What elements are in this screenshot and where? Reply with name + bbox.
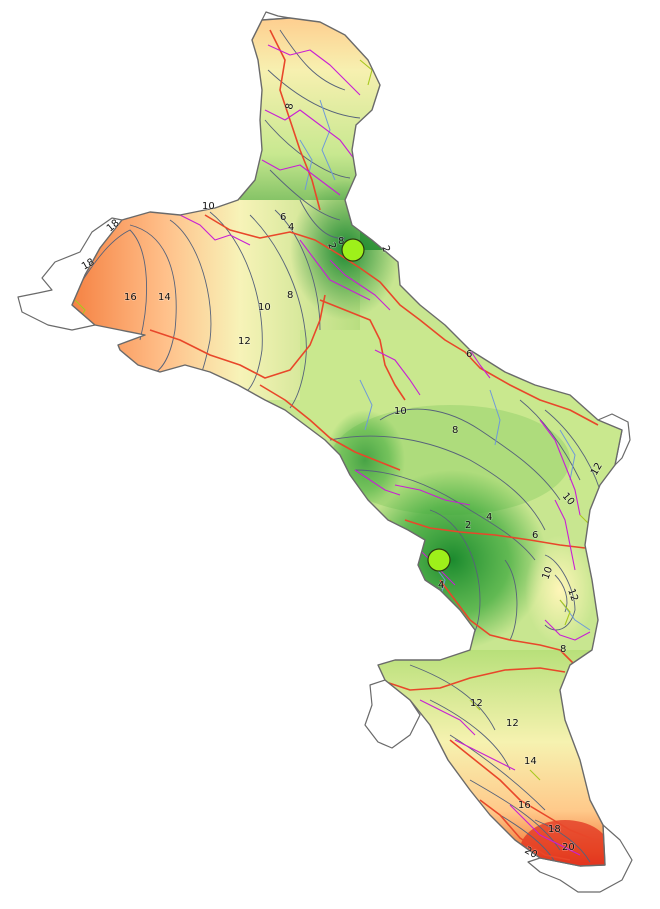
contour-lines [72, 29, 601, 863]
contour-label: 2 [325, 241, 338, 251]
contour-label: 2 [379, 244, 392, 254]
contour-label: 8 [452, 425, 458, 436]
contour-label: 14 [158, 292, 171, 303]
island-coastline [71, 17, 623, 867]
contour-label: 14 [524, 756, 537, 767]
contour-label: 4 [486, 512, 492, 523]
contour-label: 12 [565, 587, 580, 603]
contour-label: 4 [438, 580, 444, 591]
major-roads [149, 29, 599, 861]
contour-label: 16 [518, 800, 531, 811]
marker-south[interactable] [427, 548, 451, 572]
contour-label: 10 [394, 406, 407, 417]
contour-label: 10 [540, 565, 555, 581]
contour-label: 10 [202, 201, 215, 212]
contour-label: 12 [470, 698, 483, 709]
contour-label: 6 [466, 349, 472, 360]
contour-label: 12 [238, 336, 251, 347]
contour-label: 18 [548, 824, 561, 835]
contour-label: 8 [287, 290, 293, 301]
contour-label: 4 [288, 222, 294, 233]
contour-label: 20 [562, 842, 575, 853]
contour-label: 8 [560, 644, 566, 655]
contour-label: 8 [284, 102, 296, 110]
contour-label: 6 [532, 530, 538, 541]
contour-label: 16 [124, 292, 137, 303]
contour-label: 8 [338, 236, 344, 247]
contour-label: 6 [280, 212, 286, 223]
contour-label: 2 [465, 520, 471, 531]
contour-labels: 2 2 2 4 4 4 6 6 6 8 8 8 8 8 10 10 10 10 … [79, 102, 605, 862]
marker-north[interactable] [341, 238, 365, 262]
contour-label: 10 [258, 302, 271, 313]
contour-label: 12 [506, 718, 519, 729]
